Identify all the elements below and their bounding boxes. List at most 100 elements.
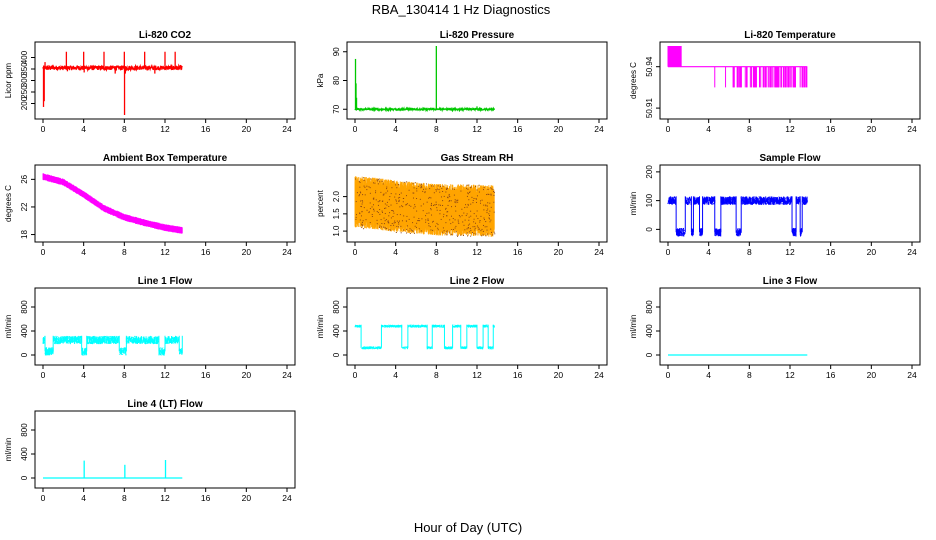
series-point — [451, 234, 453, 236]
series-point — [392, 215, 394, 217]
series-point — [413, 216, 415, 218]
x-tick-label: 20 — [867, 124, 877, 134]
series-point — [487, 208, 489, 210]
series-point — [397, 226, 399, 228]
series-point — [379, 209, 381, 211]
series-point — [430, 209, 432, 211]
x-tick-label: 4 — [81, 124, 86, 134]
series-point — [483, 187, 485, 189]
panel-title: Line 1 Flow — [138, 276, 193, 287]
series-point — [491, 188, 493, 190]
series-point — [387, 190, 389, 192]
series-point — [423, 188, 425, 190]
y-tick-label: 200 — [645, 165, 654, 179]
series-point — [363, 228, 365, 230]
y-tick-label: 2.0 — [332, 190, 341, 202]
series-point — [445, 191, 447, 193]
series-point — [378, 226, 380, 228]
x-tick-label: 16 — [201, 493, 211, 503]
series-point — [360, 205, 362, 207]
series-point — [483, 219, 485, 221]
series-point — [454, 205, 456, 207]
series-point — [466, 195, 468, 197]
series-point — [418, 228, 420, 230]
series-point — [358, 180, 360, 182]
series-point — [413, 192, 415, 194]
series-point — [476, 195, 478, 197]
series-point — [474, 229, 476, 231]
series-point — [403, 181, 405, 183]
series-point — [414, 206, 416, 208]
series-point — [406, 203, 408, 205]
x-tick-label: 16 — [201, 247, 211, 257]
series-point — [458, 222, 460, 224]
series-point — [429, 226, 431, 228]
series-point — [435, 189, 437, 191]
series-point — [457, 219, 459, 221]
series-point — [395, 184, 397, 186]
series-point — [359, 182, 361, 184]
x-tick-label: 4 — [706, 247, 711, 257]
series-point — [470, 210, 472, 212]
series-point — [384, 203, 386, 205]
series-point — [372, 182, 374, 184]
y-tick-label: 200 — [20, 96, 29, 110]
series-point — [413, 232, 415, 234]
series-point — [439, 213, 441, 215]
series-point — [398, 223, 400, 225]
series-point — [387, 220, 389, 222]
series-line — [354, 106, 495, 113]
y-tick-label: 0 — [645, 352, 654, 357]
plot-frame — [659, 287, 921, 366]
series-point — [449, 196, 451, 198]
series-point — [381, 210, 383, 212]
series-point — [391, 209, 393, 211]
series-point — [384, 213, 386, 215]
series-point — [400, 192, 402, 194]
series-point — [445, 207, 447, 209]
series-point — [432, 229, 434, 231]
series-point — [361, 200, 363, 202]
x-tick-label: 8 — [122, 493, 127, 503]
series-point — [469, 223, 471, 225]
series-point — [475, 201, 477, 203]
series-point — [385, 192, 387, 194]
series-point — [487, 202, 489, 204]
series-point — [430, 229, 432, 231]
series-point — [390, 225, 392, 227]
series-point — [443, 213, 445, 215]
series-point — [492, 189, 494, 191]
series-point — [447, 188, 449, 190]
x-tick-label: 16 — [826, 370, 836, 380]
series-point — [463, 234, 465, 236]
series-point — [490, 219, 492, 221]
series-point — [443, 230, 445, 232]
series-point — [489, 221, 491, 223]
x-tick-label: 0 — [353, 370, 358, 380]
series-point — [376, 219, 378, 221]
series-point — [414, 182, 416, 184]
series-point — [476, 210, 478, 212]
series-point — [460, 234, 462, 236]
series-point — [390, 204, 392, 206]
y-tick-label: 800 — [20, 300, 29, 314]
x-tick-label: 12 — [160, 247, 170, 257]
series-point — [388, 229, 390, 231]
series-point — [463, 224, 465, 226]
series-point — [411, 229, 413, 231]
x-tick-label: 8 — [747, 370, 752, 380]
series-point — [420, 185, 422, 187]
series-point — [396, 187, 398, 189]
x-tick-label: 12 — [785, 247, 795, 257]
y-axis-label: Licor ppm — [4, 63, 13, 98]
series-point — [450, 200, 452, 202]
series-point — [483, 217, 485, 219]
series-point — [438, 189, 440, 191]
series-point — [355, 178, 357, 180]
x-tick-label: 4 — [81, 493, 86, 503]
series-point — [473, 221, 475, 223]
series-point — [361, 223, 363, 225]
series-point — [355, 201, 357, 203]
series-point — [383, 217, 385, 219]
